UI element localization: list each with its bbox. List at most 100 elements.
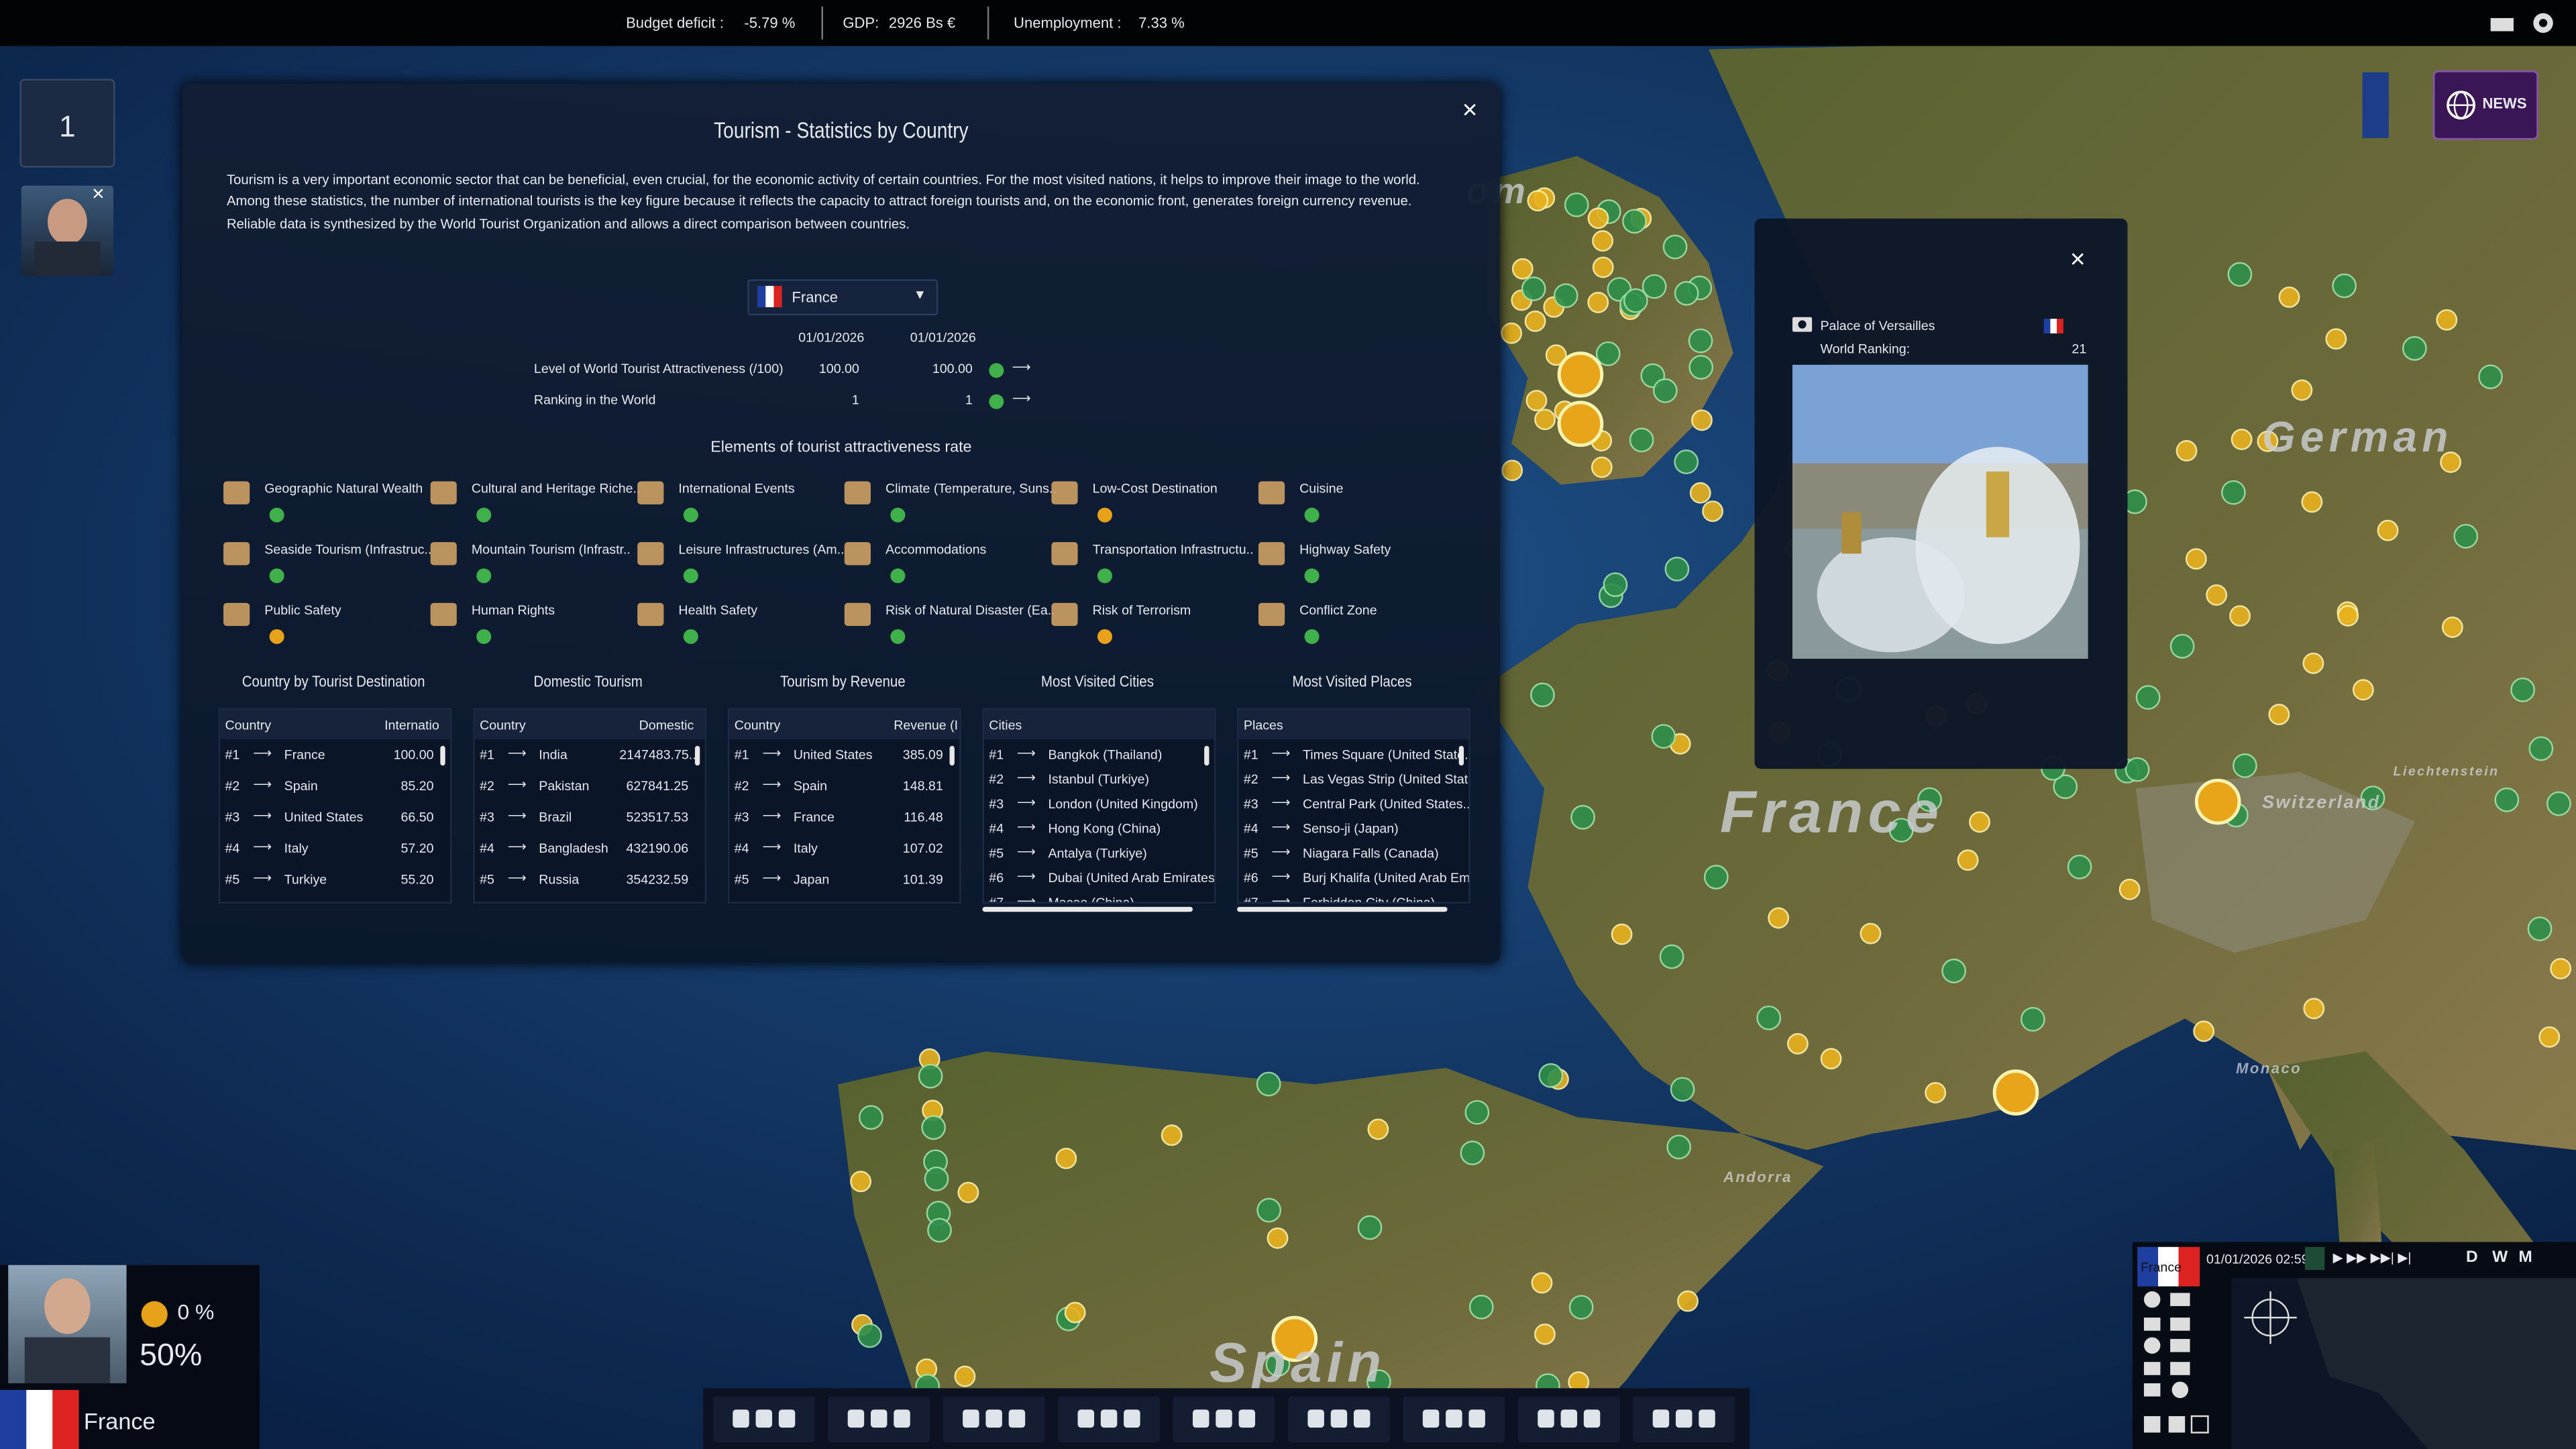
- scrollbar[interactable]: [1204, 745, 1210, 766]
- map-marker: [1531, 1272, 1553, 1294]
- name: Niagara Falls (Canada): [1303, 846, 1439, 861]
- toolbar-button[interactable]: [1403, 1396, 1505, 1443]
- table-title: Most Visited Cities: [1040, 674, 1154, 692]
- toolbar-button[interactable]: [1058, 1396, 1160, 1443]
- trend-arrow: ⟶: [1016, 795, 1036, 810]
- rank: #1: [734, 747, 749, 763]
- map-marker: [2453, 523, 2479, 549]
- pause-button[interactable]: [2304, 1246, 2325, 1271]
- status-face: [1304, 507, 1320, 523]
- table-header-row: [983, 709, 1214, 740]
- turn-counter-box[interactable]: 1: [19, 78, 115, 168]
- element-label: Seaside Tourism (Infrastruc..: [264, 542, 432, 557]
- rank: #5: [1243, 846, 1258, 861]
- rank: #3: [225, 810, 240, 825]
- element-label: Leisure Infrastructures (Am..: [678, 542, 845, 557]
- toolbar-button[interactable]: [1517, 1396, 1620, 1443]
- map-marker: [2257, 430, 2279, 452]
- value: 57.20: [400, 841, 434, 856]
- scrollbar[interactable]: [440, 745, 445, 766]
- toolbar-button[interactable]: [828, 1396, 930, 1443]
- map-marker: [1161, 1124, 1183, 1146]
- unemployment-value: 7.33 %: [1138, 15, 1185, 32]
- place-name: Palace of Versailles: [1820, 319, 1935, 334]
- h-scrollbar[interactable]: [1237, 906, 1448, 912]
- trend-arrow: ⟶: [253, 777, 272, 792]
- trend-arrow: ⟶: [762, 839, 782, 855]
- date-header: 01/01/2026: [910, 330, 976, 345]
- element-icon: [637, 542, 664, 566]
- speed-button[interactable]: M: [2518, 1248, 2532, 1267]
- close-button[interactable]: ×: [1462, 97, 1478, 125]
- map-marker: [1530, 682, 1555, 708]
- map-marker: [850, 1171, 872, 1193]
- name: Central Park (United States..: [1303, 796, 1470, 812]
- close-button[interactable]: ×: [92, 180, 105, 206]
- table: Country Revenue (I #1 ⟶ United States 385.09 #…: [727, 708, 961, 904]
- map-marker: [2325, 328, 2347, 350]
- country: Japan: [793, 872, 830, 888]
- status-face: [269, 507, 284, 523]
- trend-arrow: ⟶: [507, 870, 527, 886]
- leader-portrait[interactable]: ×: [21, 180, 113, 276]
- toolbar-icon: [1446, 1409, 1462, 1428]
- map-marker: [1629, 427, 1654, 453]
- trend-arrow: ⟶: [1016, 894, 1036, 904]
- elements-title: Elements of tourist attractiveness rate: [710, 438, 972, 457]
- scrollbar[interactable]: [694, 745, 700, 766]
- table-header: Places: [1243, 718, 1283, 733]
- toolbar-button[interactable]: [1173, 1396, 1275, 1443]
- h-scrollbar[interactable]: [982, 906, 1193, 912]
- trend-arrow: ⟶: [762, 745, 782, 761]
- map-marker: [1511, 258, 1534, 280]
- trend-arrow: ⟶: [762, 870, 782, 886]
- minimap-tools[interactable]: [2139, 1291, 2221, 1446]
- toolbar-button[interactable]: [1633, 1396, 1735, 1443]
- scrollbar[interactable]: [1458, 745, 1464, 766]
- player-portrait[interactable]: [8, 1265, 127, 1384]
- element-label: Conflict Zone: [1299, 602, 1377, 618]
- tv-button[interactable]: [2362, 72, 2389, 138]
- minimap[interactable]: [2231, 1278, 2576, 1449]
- status-face: [1304, 629, 1320, 645]
- toolbar-icon: [894, 1409, 910, 1428]
- indicator-value: 1: [965, 392, 973, 408]
- news-button[interactable]: NEWS: [2432, 70, 2538, 140]
- value: 85.20: [400, 778, 434, 794]
- rank: #1: [989, 747, 1004, 763]
- map-marker: [1688, 328, 1713, 354]
- map-marker: [2185, 548, 2207, 570]
- toolbar-button[interactable]: [1288, 1396, 1390, 1443]
- rank: #4: [225, 841, 240, 856]
- map-marker: [1534, 1323, 1556, 1345]
- map-marker: [2229, 605, 2251, 627]
- scrollbar[interactable]: [949, 745, 955, 766]
- element-label: Risk of Terrorism: [1092, 602, 1191, 618]
- speed-button[interactable]: D: [2465, 1248, 2478, 1267]
- speed-button[interactable]: W: [2492, 1248, 2508, 1267]
- toolbar-icon: [1216, 1409, 1232, 1428]
- toolbar-button[interactable]: [943, 1396, 1045, 1443]
- map-marker: [1662, 234, 1688, 260]
- map-marker: [2494, 787, 2520, 812]
- toolbar-icon: [1330, 1409, 1348, 1428]
- map-marker: [1702, 500, 1723, 523]
- close-button[interactable]: ×: [2070, 246, 2086, 274]
- toolbar-button[interactable]: [712, 1396, 815, 1443]
- country-dropdown[interactable]: France ▼: [747, 279, 938, 316]
- trend-arrow: ⟶: [507, 777, 527, 792]
- map-marker: [2291, 379, 2313, 401]
- trend-arrow: ⟶: [1271, 745, 1291, 761]
- map-marker: [1521, 276, 1546, 301]
- status-face: [269, 629, 284, 645]
- trend-arrow: ⟶: [1271, 844, 1291, 859]
- play-controls[interactable]: ▶ ▶▶ ▶▶| ▶|: [2332, 1250, 2412, 1265]
- trend-arrow: ⟶: [253, 839, 272, 855]
- news-label: NEWS: [2482, 95, 2527, 112]
- element-label: Health Safety: [678, 602, 758, 618]
- element-label: Risk of Natural Disaster (Ea..: [885, 602, 1055, 618]
- settings-icons[interactable]: [2487, 10, 2557, 36]
- map-marker: [2360, 786, 2385, 810]
- trend-arrow: ⟶: [253, 870, 272, 886]
- map-marker: [2020, 1007, 2045, 1032]
